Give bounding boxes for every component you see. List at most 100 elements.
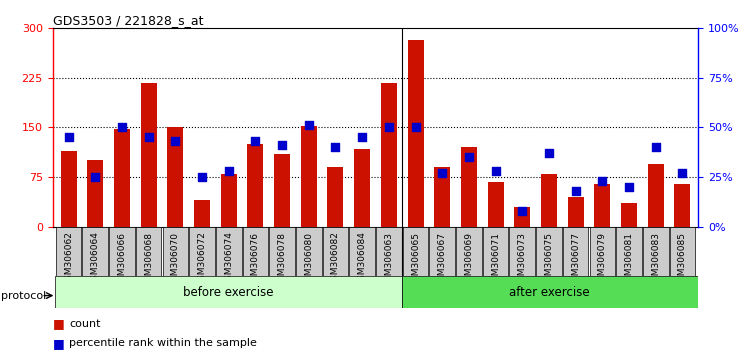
Text: GSM306072: GSM306072 <box>198 232 207 286</box>
Text: before exercise: before exercise <box>183 286 274 298</box>
Bar <box>247 144 264 227</box>
Bar <box>562 227 589 276</box>
Text: ■: ■ <box>53 318 65 330</box>
Bar <box>590 227 615 276</box>
Point <box>196 174 208 180</box>
Bar <box>83 227 108 276</box>
Bar <box>136 227 161 276</box>
Bar <box>140 82 157 227</box>
Bar <box>647 164 664 227</box>
Point <box>116 125 128 130</box>
Point <box>62 135 74 140</box>
Point <box>356 135 368 140</box>
Point <box>677 170 689 176</box>
Text: GSM306062: GSM306062 <box>64 232 73 286</box>
Point <box>89 174 101 180</box>
Point <box>276 142 288 148</box>
Text: GSM306069: GSM306069 <box>464 232 473 286</box>
Text: GSM306075: GSM306075 <box>544 232 553 286</box>
Text: GSM306071: GSM306071 <box>491 232 500 286</box>
Text: GSM306085: GSM306085 <box>678 232 687 286</box>
Bar <box>568 197 584 227</box>
Point <box>570 188 582 194</box>
Text: GSM306065: GSM306065 <box>411 232 420 286</box>
Text: GSM306067: GSM306067 <box>438 232 447 286</box>
Text: GSM306076: GSM306076 <box>251 232 260 286</box>
Bar <box>381 82 397 227</box>
Bar <box>376 227 402 276</box>
Text: protocol: protocol <box>1 291 46 301</box>
Text: percentile rank within the sample: percentile rank within the sample <box>69 338 257 348</box>
Bar <box>162 227 189 276</box>
Bar <box>349 227 375 276</box>
Bar <box>643 227 668 276</box>
Text: count: count <box>69 319 101 329</box>
Point <box>543 150 555 156</box>
Bar <box>109 227 134 276</box>
Point <box>143 135 155 140</box>
Text: GSM306079: GSM306079 <box>598 232 607 286</box>
Point <box>303 122 315 128</box>
Point <box>383 125 395 130</box>
Bar <box>483 227 508 276</box>
Bar <box>461 147 477 227</box>
Point <box>169 138 181 144</box>
Bar <box>509 227 535 276</box>
Bar <box>270 227 295 276</box>
Bar <box>327 167 343 227</box>
Text: GSM306070: GSM306070 <box>170 232 179 286</box>
Text: GSM306074: GSM306074 <box>225 232 234 286</box>
Point <box>330 144 342 150</box>
Point <box>490 168 502 174</box>
Point <box>249 138 261 144</box>
Bar <box>408 40 424 227</box>
Bar <box>56 227 81 276</box>
Bar <box>323 227 348 276</box>
Bar <box>194 200 210 227</box>
Text: GSM306081: GSM306081 <box>625 232 634 286</box>
Text: ■: ■ <box>53 337 65 350</box>
Bar <box>541 174 557 227</box>
Bar <box>536 227 562 276</box>
Bar <box>274 154 290 227</box>
Text: GSM306073: GSM306073 <box>517 232 526 286</box>
Bar <box>300 126 317 227</box>
Point <box>409 125 421 130</box>
Text: GSM306084: GSM306084 <box>357 232 366 286</box>
Bar <box>617 227 642 276</box>
Bar <box>87 160 104 227</box>
Point <box>463 154 475 160</box>
Bar <box>296 227 321 276</box>
Point <box>436 170 448 176</box>
Bar <box>403 276 698 308</box>
Bar <box>56 276 403 308</box>
Text: GSM306082: GSM306082 <box>331 232 340 286</box>
Text: GDS3503 / 221828_s_at: GDS3503 / 221828_s_at <box>53 14 203 27</box>
Point <box>223 168 235 174</box>
Bar <box>674 184 690 227</box>
Text: GSM306077: GSM306077 <box>572 232 581 286</box>
Bar <box>403 227 428 276</box>
Text: GSM306083: GSM306083 <box>651 232 660 286</box>
Bar <box>221 174 237 227</box>
Text: GSM306080: GSM306080 <box>304 232 313 286</box>
Bar <box>243 227 268 276</box>
Bar <box>189 227 215 276</box>
Text: GSM306064: GSM306064 <box>91 232 100 286</box>
Point <box>623 184 635 190</box>
Text: GSM306068: GSM306068 <box>144 232 153 286</box>
Bar <box>487 182 504 227</box>
Bar <box>61 150 77 227</box>
Text: GSM306066: GSM306066 <box>117 232 126 286</box>
Text: after exercise: after exercise <box>508 286 590 298</box>
Bar <box>434 167 451 227</box>
Bar <box>216 227 242 276</box>
Bar <box>594 184 611 227</box>
Text: GSM306078: GSM306078 <box>278 232 287 286</box>
Bar <box>114 129 130 227</box>
Bar <box>514 207 530 227</box>
Point <box>650 144 662 150</box>
Bar <box>670 227 695 276</box>
Bar <box>430 227 455 276</box>
Bar <box>167 127 183 227</box>
